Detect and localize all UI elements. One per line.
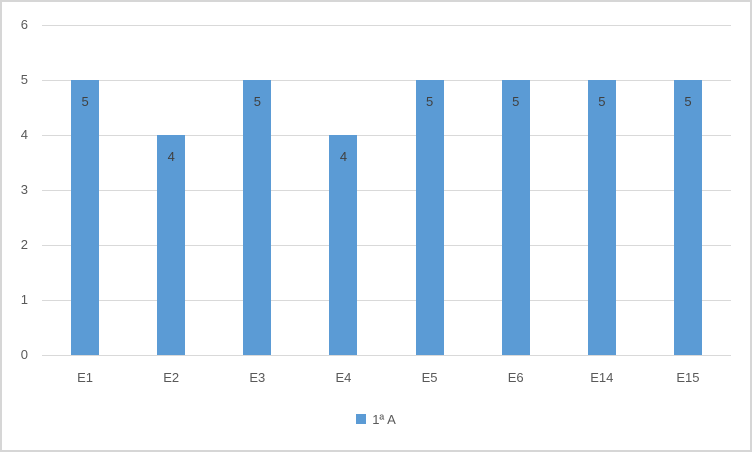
gridline-y-3	[42, 189, 731, 191]
bar-E14: 5	[587, 80, 616, 355]
x-tick-label-E1: E1	[77, 370, 94, 385]
x-tick-label-E5: E5	[421, 370, 438, 385]
gridline-y-1	[42, 299, 731, 301]
gridline-y-6	[42, 24, 731, 26]
y-tick-label-4: 4	[20, 127, 28, 142]
gridline-y-5	[42, 79, 731, 81]
bar-data-label-E1: 5	[81, 94, 89, 109]
x-tick-label-E15: E15	[676, 370, 700, 385]
bar-data-label-E15: 5	[684, 94, 692, 109]
x-tick-label-E14: E14	[590, 370, 614, 385]
y-tick-label-5: 5	[20, 72, 28, 87]
bar-E6: 5	[501, 80, 530, 355]
bar-E5: 5	[415, 80, 444, 355]
bar-E1: 5	[71, 80, 100, 355]
bar-E4: 4	[329, 135, 358, 355]
bar-E2: 4	[157, 135, 186, 355]
y-tick-label-2: 2	[20, 237, 28, 252]
bar-data-label-E6: 5	[512, 94, 520, 109]
y-tick-label-1: 1	[20, 292, 28, 307]
gridline-y-2	[42, 244, 731, 246]
bar-E15: 5	[673, 80, 702, 355]
legend: 1ª A	[2, 407, 750, 431]
x-tick-label-E2: E2	[163, 370, 180, 385]
bar-data-label-E14: 5	[598, 94, 606, 109]
x-tick-label-E3: E3	[249, 370, 266, 385]
bar-data-label-E5: 5	[425, 94, 434, 109]
y-tick-label-0: 0	[20, 347, 28, 362]
bar-E3: 5	[243, 80, 272, 355]
y-tick-label-3: 3	[20, 182, 28, 197]
plot-area: 5 4 5 4 5 5 5 5	[42, 24, 731, 356]
bar-data-label-E3: 5	[253, 94, 261, 109]
y-tick-label-6: 6	[20, 17, 28, 32]
gridline-y-0	[42, 354, 731, 356]
bar-data-label-E2: 4	[167, 149, 175, 164]
x-tick-label-E6: E6	[507, 370, 524, 385]
bar-data-label-E4: 4	[339, 149, 348, 164]
gridline-y-4	[42, 134, 731, 136]
x-tick-label-E4: E4	[335, 370, 352, 385]
legend-series-label: 1ª A	[372, 411, 396, 427]
legend-marker-square-icon	[356, 414, 367, 424]
